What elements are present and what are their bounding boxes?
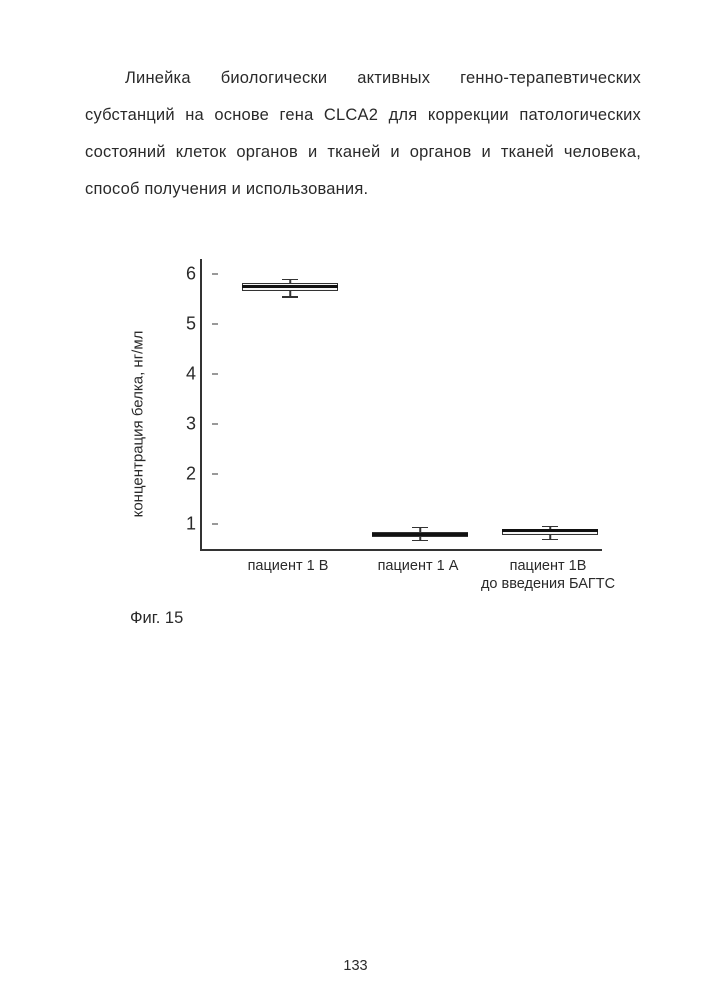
y-tick: 6 xyxy=(178,263,196,284)
page-number: 133 xyxy=(0,958,711,974)
boxplot-box xyxy=(502,259,598,549)
page: Линейка биологически активных генно-тера… xyxy=(0,0,711,1000)
title-paragraph: Линейка биологически активных генно-тера… xyxy=(85,60,641,209)
y-tick: 5 xyxy=(178,313,196,334)
y-tick-mark xyxy=(212,274,218,275)
y-axis-label: концентрация белка, нг/мл xyxy=(130,330,147,517)
boxplot-box xyxy=(242,259,338,549)
y-tick: 1 xyxy=(178,513,196,534)
plot-area xyxy=(200,259,602,551)
y-tick-mark xyxy=(212,324,218,325)
chart-container: концентрация белка, нг/мл пациент 1 Bпац… xyxy=(130,249,610,599)
y-tick-mark xyxy=(212,374,218,375)
y-tick: 2 xyxy=(178,463,196,484)
y-tick: 4 xyxy=(178,363,196,384)
y-tick: 3 xyxy=(178,413,196,434)
y-tick-mark xyxy=(212,474,218,475)
x-category-label: пациент 1 A xyxy=(350,557,486,575)
y-tick-mark xyxy=(212,424,218,425)
x-category-label: пациент 1 B xyxy=(220,557,356,575)
boxplot-box xyxy=(372,259,468,549)
x-category-label: пациент 1Bдо введения БАГТС xyxy=(480,557,616,593)
y-tick-mark xyxy=(212,524,218,525)
figure-caption: Фиг. 15 xyxy=(130,609,641,628)
